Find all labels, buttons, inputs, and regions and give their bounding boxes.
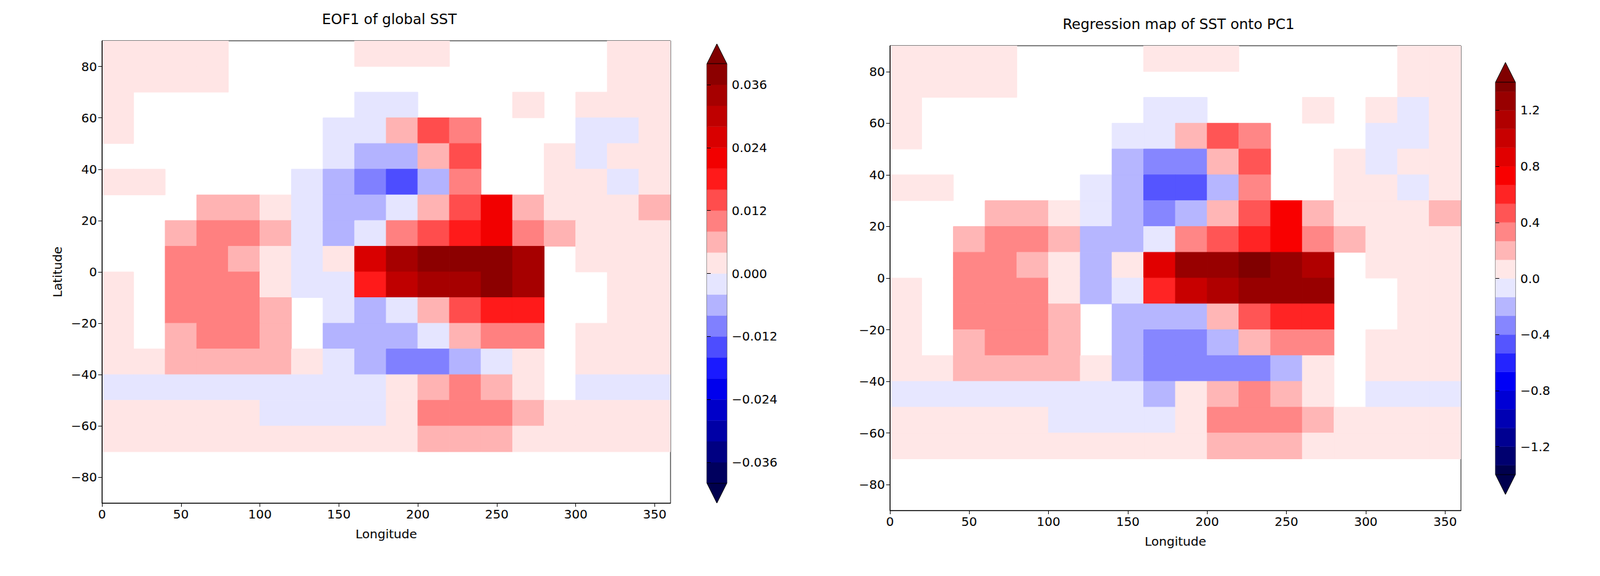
svg-text:EOF1 of global SST: EOF1 of global SST bbox=[321, 11, 458, 28]
svg-text:−1.2: −1.2 bbox=[1520, 439, 1551, 455]
svg-text:−20: −20 bbox=[859, 322, 885, 338]
svg-text:60: 60 bbox=[869, 115, 885, 131]
svg-text:0.8: 0.8 bbox=[1520, 158, 1541, 174]
svg-text:−80: −80 bbox=[71, 469, 98, 485]
svg-text:1.2: 1.2 bbox=[1520, 102, 1541, 118]
svg-text:50: 50 bbox=[173, 506, 189, 522]
svg-text:−0.4: −0.4 bbox=[1520, 326, 1551, 342]
svg-text:200: 200 bbox=[1195, 514, 1219, 530]
svg-text:200: 200 bbox=[406, 506, 430, 522]
svg-text:−20: −20 bbox=[71, 315, 98, 331]
svg-text:40: 40 bbox=[869, 167, 885, 183]
svg-text:300: 300 bbox=[1354, 514, 1378, 530]
svg-text:−0.024: −0.024 bbox=[731, 391, 778, 407]
svg-text:Latitude: Latitude bbox=[50, 246, 65, 298]
svg-text:Longitude: Longitude bbox=[355, 526, 417, 542]
svg-text:−80: −80 bbox=[859, 477, 885, 492]
svg-text:−60: −60 bbox=[859, 425, 885, 441]
svg-text:350: 350 bbox=[642, 506, 667, 522]
svg-text:0.036: 0.036 bbox=[731, 77, 767, 93]
svg-text:−60: −60 bbox=[71, 418, 98, 434]
svg-text:0: 0 bbox=[98, 506, 107, 522]
svg-text:0.012: 0.012 bbox=[731, 203, 767, 219]
svg-text:150: 150 bbox=[1116, 514, 1140, 530]
svg-text:250: 250 bbox=[1274, 514, 1299, 530]
svg-text:60: 60 bbox=[81, 110, 98, 126]
svg-text:100: 100 bbox=[247, 506, 272, 522]
svg-text:20: 20 bbox=[869, 218, 885, 234]
svg-text:50: 50 bbox=[961, 514, 978, 530]
svg-text:40: 40 bbox=[81, 161, 98, 177]
svg-text:Regression map of SST onto PC1: Regression map of SST onto PC1 bbox=[1062, 16, 1295, 33]
svg-text:80: 80 bbox=[869, 64, 885, 80]
svg-text:0: 0 bbox=[886, 514, 895, 530]
svg-text:0.0: 0.0 bbox=[1520, 271, 1541, 287]
svg-text:350: 350 bbox=[1433, 514, 1457, 530]
svg-text:100: 100 bbox=[1037, 514, 1061, 530]
svg-text:−40: −40 bbox=[859, 373, 885, 389]
svg-text:0: 0 bbox=[88, 264, 98, 280]
svg-text:−0.8: −0.8 bbox=[1520, 383, 1551, 398]
svg-text:300: 300 bbox=[564, 506, 588, 522]
svg-text:20: 20 bbox=[81, 213, 98, 229]
svg-text:0: 0 bbox=[876, 270, 885, 286]
svg-text:0.024: 0.024 bbox=[731, 140, 767, 156]
svg-text:0.4: 0.4 bbox=[1520, 215, 1541, 230]
svg-text:−0.012: −0.012 bbox=[731, 328, 778, 344]
svg-text:80: 80 bbox=[81, 59, 98, 75]
svg-text:Longitude: Longitude bbox=[1144, 533, 1206, 549]
svg-text:−0.036: −0.036 bbox=[731, 454, 778, 470]
svg-text:150: 150 bbox=[326, 506, 351, 522]
svg-text:−40: −40 bbox=[71, 367, 98, 382]
svg-text:0.000: 0.000 bbox=[731, 266, 767, 282]
svg-text:250: 250 bbox=[485, 506, 509, 522]
